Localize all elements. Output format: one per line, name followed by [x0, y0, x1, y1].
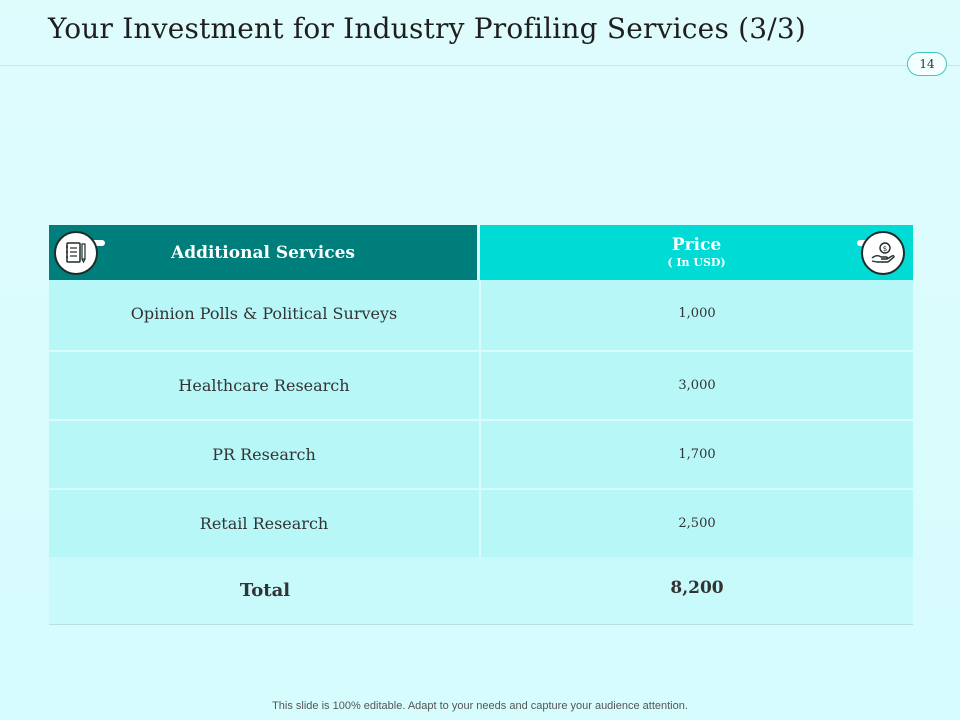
slide-title: Your Investment for Industry Profiling S…: [48, 12, 807, 45]
price-cell: 1,000: [481, 280, 913, 350]
notepad-pencil-icon: [54, 231, 98, 275]
table-row: Opinion Polls & Political Surveys 1,000: [49, 280, 913, 350]
price-cell: 2,500: [481, 490, 913, 557]
header-additional-services: Additional Services: [49, 225, 477, 280]
header-price: Price ( In USD): [480, 225, 913, 280]
svg-text:$: $: [883, 245, 887, 253]
total-value: 8,200: [670, 577, 724, 598]
price-cell: 3,000: [481, 352, 913, 419]
header-price-unit: ( In USD): [667, 255, 726, 269]
service-cell: PR Research: [49, 421, 479, 488]
table-row: Healthcare Research 3,000: [49, 352, 913, 419]
title-divider: [0, 65, 960, 66]
service-cell: Healthcare Research: [49, 352, 479, 419]
table-header: Additional Services Price ( In USD): [49, 225, 913, 280]
pricing-table: Additional Services Price ( In USD): [49, 225, 913, 625]
hand-coin-icon: $: [861, 231, 905, 275]
page-number-badge: 14: [907, 52, 947, 76]
total-row: Total 8,200: [49, 557, 913, 625]
header-price-label: Price: [671, 234, 722, 255]
footer-note: This slide is 100% editable. Adapt to yo…: [272, 700, 688, 712]
total-label: Total: [239, 580, 291, 601]
service-cell: Retail Research: [49, 490, 479, 557]
table-row: Retail Research 2,500: [49, 490, 913, 557]
price-cell: 1,700: [481, 421, 913, 488]
service-cell: Opinion Polls & Political Surveys: [49, 280, 479, 350]
table-row: PR Research 1,700: [49, 421, 913, 488]
